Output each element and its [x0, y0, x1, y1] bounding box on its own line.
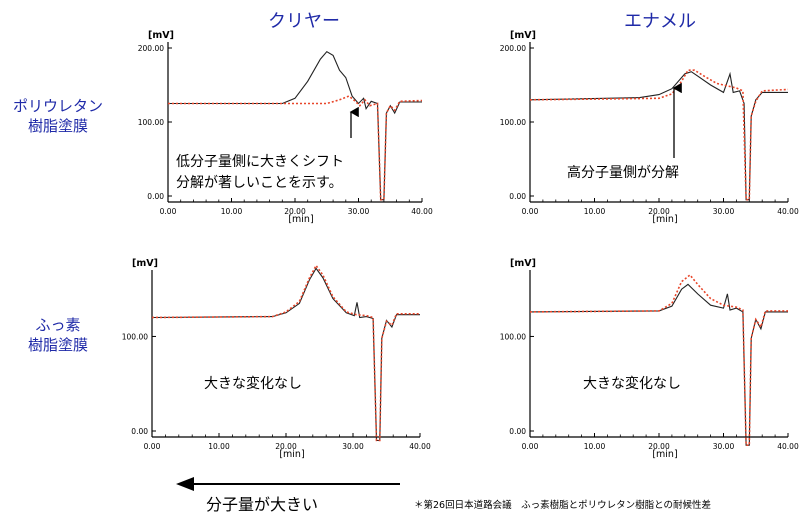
- y-tick-label: 0.00: [509, 427, 526, 436]
- series-before-line: [151, 267, 420, 442]
- y-axis-label: [mV]: [148, 30, 174, 41]
- series-after-line: [529, 273, 788, 446]
- annotation-enamel-polyurethane: 高分子量側が分解: [567, 165, 679, 181]
- row-label-fluorine-line1: ふっ素: [35, 316, 81, 334]
- y-tick-label: 0.00: [509, 192, 526, 201]
- x-tick-label: 40.00: [411, 207, 433, 216]
- x-axis-label: [min]: [652, 449, 677, 460]
- x-tick-label: 20.00: [648, 442, 670, 451]
- row-label-polyurethane: ポリウレタン 樹脂塗膜: [6, 96, 110, 136]
- annotation-enamel-fluorine: 大きな変化なし: [583, 376, 681, 392]
- y-tick-label: 200.00: [138, 44, 164, 53]
- x-tick-label: 0.00: [522, 207, 539, 216]
- y-axis-label: [mV]: [132, 258, 158, 269]
- x-tick-label: 20.00: [648, 207, 670, 216]
- x-tick-label: 40.00: [777, 207, 799, 216]
- x-tick-label: 0.00: [144, 442, 161, 451]
- x-axis-label: [min]: [279, 449, 304, 460]
- series-after-line: [151, 263, 420, 442]
- y-tick-label: 200.00: [500, 44, 526, 53]
- x-tick-label: 10.00: [208, 442, 230, 451]
- x-tick-label: 20.00: [284, 207, 306, 216]
- chart-panel-2: 0.00 10.00 20.00 30.00 40.00 0.00 100.00 200.00…: [500, 30, 799, 225]
- y-tick-label: 100.00: [500, 332, 526, 341]
- chart-panel-1: 0.00 10.00 20.00 30.00 40.00 0.00 100.00 200.00…: [138, 30, 433, 225]
- column-title-clear: クリヤー: [268, 11, 340, 32]
- x-tick-label: 30.00: [713, 207, 735, 216]
- x-tick-label: 30.00: [342, 442, 364, 451]
- x-tick-label: 10.00: [584, 207, 606, 216]
- y-tick-label: 100.00: [500, 118, 526, 127]
- y-tick-label: 0.00: [147, 192, 164, 201]
- row-label-fluorine: ふっ素 樹脂塗膜: [6, 315, 110, 355]
- annotation-clear-fluorine: 大きな変化なし: [204, 376, 302, 392]
- x-axis-label: [min]: [288, 214, 313, 225]
- column-title-enamel: エナメル: [624, 11, 696, 32]
- chart-panel-4: 0.00 10.00 20.00 30.00 40.00 0.00 100.00 [mV] [m…: [500, 258, 799, 460]
- annotation-clear-polyurethane-line2: 分解が著しいことを示す。: [176, 175, 343, 191]
- x-tick-label: 40.00: [409, 442, 431, 451]
- row-label-polyurethane-line1: ポリウレタン: [12, 97, 103, 115]
- y-tick-label: 100.00: [138, 118, 164, 127]
- series-before-line: [168, 50, 422, 201]
- y-axis-label: [mV]: [510, 258, 536, 269]
- series-before-line: [529, 283, 788, 446]
- x-tick-label: 30.00: [348, 207, 370, 216]
- series-after-line: [168, 95, 423, 201]
- series-before-line: [529, 71, 788, 201]
- row-label-fluorine-line2: 樹脂塗膜: [27, 336, 88, 354]
- annotation-clear-polyurethane: 低分子量側に大きくシフト 分解が著しいことを示す。: [176, 152, 344, 194]
- molecular-weight-arrowhead: [176, 477, 194, 491]
- row-label-polyurethane-line2: 樹脂塗膜: [27, 117, 88, 135]
- chart-panel-3: 0.00 10.00 20.00 30.00 40.00 0.00 100.00 [mV] [m…: [122, 258, 431, 460]
- y-tick-label: 0.00: [131, 427, 148, 436]
- y-tick-label: 100.00: [122, 332, 148, 341]
- x-tick-label: 10.00: [584, 442, 606, 451]
- x-tick-label: 20.00: [275, 442, 297, 451]
- x-axis-label: [min]: [652, 214, 677, 225]
- annotation-clear-polyurethane-line1: 低分子量側に大きくシフト: [176, 154, 344, 170]
- x-tick-label: 10.00: [221, 207, 243, 216]
- footnote: ＊第26回日本道路会議 ふっ素樹脂とポリウレタン樹脂との耐候性差: [414, 500, 711, 511]
- x-tick-label: 0.00: [522, 442, 539, 451]
- x-tick-label: 40.00: [777, 442, 799, 451]
- molecular-weight-label: 分子量が大きい: [206, 495, 319, 514]
- x-tick-label: 30.00: [713, 442, 735, 451]
- y-axis-label: [mV]: [510, 30, 536, 41]
- x-tick-label: 0.00: [160, 207, 177, 216]
